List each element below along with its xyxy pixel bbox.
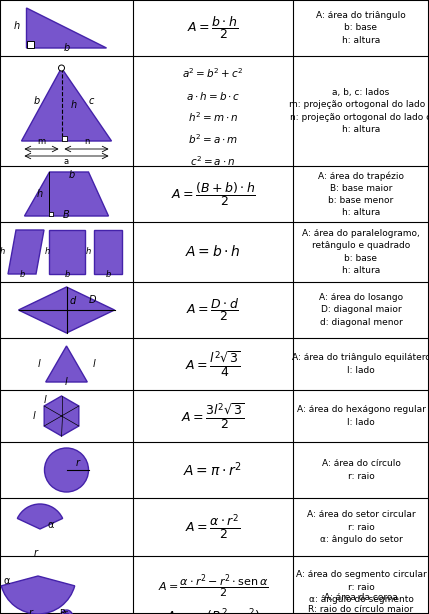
Text: b: b (68, 170, 75, 180)
Text: $A = b \cdot h$: $A = b \cdot h$ (185, 244, 241, 260)
Text: h: h (0, 247, 5, 257)
Polygon shape (18, 287, 115, 333)
Text: A: área do triângulo
b: base
h: altura: A: área do triângulo b: base h: altura (316, 11, 406, 45)
Text: b: b (64, 270, 69, 279)
Wedge shape (17, 504, 63, 529)
Text: $A = \pi \cdot r^2$: $A = \pi \cdot r^2$ (184, 460, 242, 480)
Text: D: D (89, 295, 97, 305)
Text: h: h (44, 247, 50, 257)
Text: A: área do círculo
r: raio: A: área do círculo r: raio (322, 459, 400, 481)
Bar (27, 41, 33, 48)
Bar (48, 212, 52, 216)
Text: $a^2 = b^2 + c^2$: $a^2 = b^2 + c^2$ (182, 67, 244, 80)
Text: $A = \dfrac{D \cdot d}{2}$: $A = \dfrac{D \cdot d}{2}$ (187, 297, 239, 324)
Text: α: α (48, 520, 54, 530)
Text: r: r (34, 548, 38, 558)
Circle shape (45, 448, 88, 492)
Text: d: d (69, 296, 76, 306)
Text: $A = \pi \cdot (R^2 - r^2)$: $A = \pi \cdot (R^2 - r^2)$ (166, 607, 260, 614)
Text: l: l (65, 377, 68, 387)
Text: m: m (37, 137, 45, 146)
Text: A: área da coroa
R: raio do círculo maior
r: raio do círculo menor
α: ângulo do : A: área da coroa R: raio do círculo maio… (308, 593, 414, 614)
Text: l: l (44, 395, 46, 405)
Text: l: l (33, 411, 36, 421)
Wedge shape (1, 576, 75, 614)
Text: r: r (76, 458, 79, 468)
Text: B: B (63, 210, 70, 220)
Text: $A = \dfrac{\alpha \cdot r^2}{2}$: $A = \dfrac{\alpha \cdot r^2}{2}$ (185, 512, 241, 542)
Text: α: α (4, 576, 10, 586)
Text: a: a (64, 157, 69, 166)
Text: b: b (19, 270, 25, 279)
Polygon shape (27, 8, 106, 48)
Text: A: área do segmento circular
r: raio
α: ângulo do segmento: A: área do segmento circular r: raio α: … (296, 570, 426, 604)
Bar (49, 230, 85, 274)
Text: A: área do hexágono regular
l: lado: A: área do hexágono regular l: lado (296, 405, 426, 427)
Text: $A = \dfrac{\alpha \cdot r^2 - r^2 \cdot \mathrm{sen}\,\alpha}{2}$: $A = \dfrac{\alpha \cdot r^2 - r^2 \cdot… (158, 573, 268, 601)
Text: r: r (63, 608, 67, 614)
Text: n: n (84, 137, 89, 146)
Text: A: área do trapézio
B: base maior
b: base menor
h: altura: A: área do trapézio B: base maior b: bas… (318, 171, 404, 217)
Text: r: r (29, 608, 33, 614)
Text: l: l (92, 359, 95, 369)
Text: A: área do paralelogramo,
retângulo e quadrado
b: base
h: altura: A: área do paralelogramo, retângulo e qu… (302, 229, 420, 274)
Text: h: h (36, 189, 42, 199)
Polygon shape (24, 172, 109, 216)
Text: l: l (38, 359, 41, 369)
Text: $A = \dfrac{3l^2\sqrt{3}}{2}$: $A = \dfrac{3l^2\sqrt{3}}{2}$ (181, 401, 245, 431)
Polygon shape (44, 396, 79, 436)
Text: b: b (105, 270, 111, 279)
Text: h: h (70, 99, 77, 109)
Text: R: R (59, 608, 65, 614)
Text: $A = \dfrac{b \cdot h}{2}$: $A = \dfrac{b \cdot h}{2}$ (187, 15, 239, 42)
Text: A: área do setor circular
r: raio
α: ângulo do setor: A: área do setor circular r: raio α: âng… (307, 510, 415, 543)
Text: b: b (33, 96, 39, 106)
Text: c: c (89, 96, 94, 106)
Text: $A = \dfrac{(B+b) \cdot h}{2}$: $A = \dfrac{(B+b) \cdot h}{2}$ (171, 180, 256, 208)
Polygon shape (8, 230, 44, 274)
Text: $h^2 = m \cdot n$: $h^2 = m \cdot n$ (188, 111, 238, 125)
Text: h: h (13, 21, 19, 31)
Polygon shape (21, 68, 112, 141)
Polygon shape (46, 346, 87, 382)
Text: $A = \dfrac{l^2\sqrt{3}}{4}$: $A = \dfrac{l^2\sqrt{3}}{4}$ (185, 349, 241, 379)
Text: a, b, c: lados
m: projeção ortogonal do lado b
n: projeção ortogonal do lado c
h: a, b, c: lados m: projeção ortogonal do … (289, 88, 429, 134)
Text: A: área do triângulo equilátero
l: lado: A: área do triângulo equilátero l: lado (292, 354, 429, 375)
Circle shape (58, 65, 64, 71)
Text: $b^2 = a \cdot m$: $b^2 = a \cdot m$ (188, 133, 238, 147)
Text: h: h (85, 247, 91, 257)
Circle shape (64, 613, 69, 614)
Text: $a \cdot h = b \cdot c$: $a \cdot h = b \cdot c$ (186, 90, 240, 101)
Text: A: área do losango
D: diagonal maior
d: diagonal menor: A: área do losango D: diagonal maior d: … (319, 293, 403, 327)
Text: b: b (63, 43, 69, 53)
Bar (94, 230, 122, 274)
Text: $c^2 = a \cdot n$: $c^2 = a \cdot n$ (190, 155, 236, 168)
Wedge shape (60, 610, 73, 614)
Bar (61, 136, 66, 141)
